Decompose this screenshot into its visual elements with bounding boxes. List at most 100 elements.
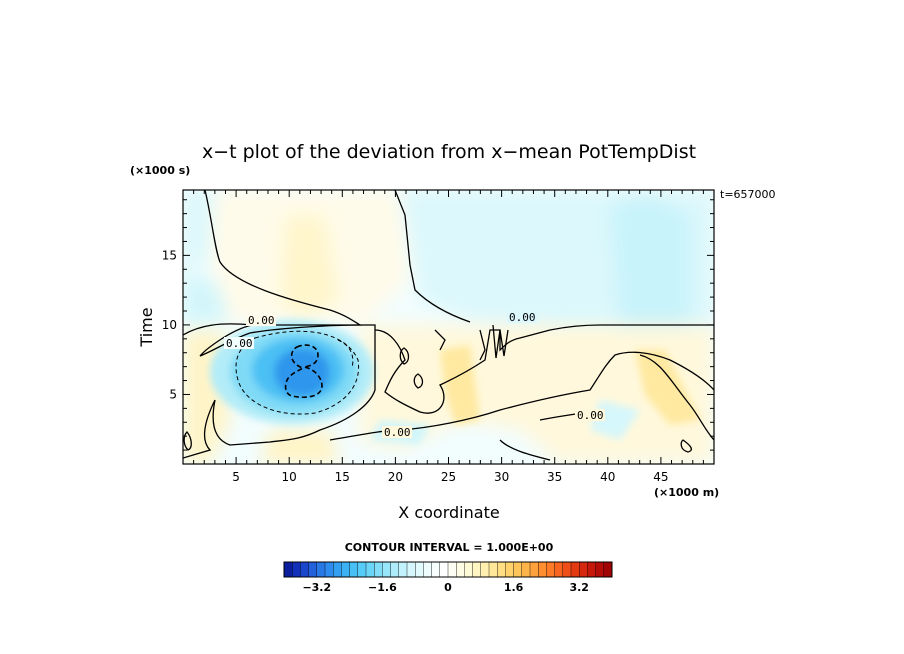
colorbar-swatch bbox=[382, 561, 392, 578]
x-tick-label: 5 bbox=[232, 470, 240, 484]
contour-left-loop bbox=[183, 323, 376, 459]
colorbar-swatch bbox=[554, 561, 564, 578]
x-tick-label: 15 bbox=[335, 470, 350, 484]
contour-fragment-a bbox=[434, 329, 446, 351]
colorbar-swatch bbox=[374, 561, 383, 578]
region-cyan-upper-left bbox=[183, 190, 215, 270]
y-units-label: (×1000 s) bbox=[130, 164, 190, 177]
time-stamp: t=657000 bbox=[720, 188, 776, 201]
colorbar-swatch bbox=[505, 561, 515, 578]
colorbar-tick-label: −1.6 bbox=[368, 581, 397, 594]
colorbar-swatch bbox=[431, 561, 441, 578]
contour-small-loop-a bbox=[680, 439, 692, 453]
colorbar-swatch bbox=[300, 561, 310, 578]
colorbar-swatch bbox=[357, 561, 367, 578]
colorbar-swatch bbox=[447, 561, 457, 578]
colorbar-swatch bbox=[456, 561, 465, 578]
contour-label-bg bbox=[507, 311, 537, 323]
contour-top-left bbox=[204, 190, 363, 326]
colorbar-swatch bbox=[398, 561, 408, 578]
region-cyan-right-column bbox=[610, 195, 690, 325]
y-tick-label: 5 bbox=[169, 387, 177, 401]
colorbar-swatch bbox=[439, 561, 449, 578]
colorbar-ticks: −3.2 −1.6 0 1.6 3.2 bbox=[302, 581, 589, 594]
anomaly-positive-right bbox=[635, 350, 700, 425]
field-layer: 0.00 0.00 0.00 0.00 0.00 bbox=[183, 190, 714, 464]
colorbar-swatch bbox=[521, 561, 531, 578]
colorbar-swatch bbox=[562, 561, 572, 578]
x-tick-label: 30 bbox=[494, 470, 509, 484]
contour-label-group: 0.00 0.00 0.00 0.00 0.00 bbox=[224, 311, 605, 439]
y-axis: 5 10 15 bbox=[162, 199, 714, 451]
contour-neg-fragment bbox=[337, 339, 354, 369]
colorbar-swatch bbox=[603, 561, 613, 578]
colorbar-swatch bbox=[341, 561, 351, 578]
x-axis-label: X coordinate bbox=[398, 503, 499, 522]
colorbar-swatch bbox=[292, 561, 301, 578]
colorbar-swatch bbox=[472, 561, 482, 578]
colorbar-swatch bbox=[464, 561, 474, 578]
x-tick-label: 10 bbox=[282, 470, 297, 484]
contour-small-loop-d bbox=[413, 373, 424, 389]
contour-label-bg bbox=[382, 426, 412, 438]
negative-contours-2 bbox=[284, 344, 323, 399]
colorbar-swatch bbox=[333, 561, 342, 578]
contour-neg-1 bbox=[235, 330, 360, 415]
colorbar-tick-label: 1.6 bbox=[504, 581, 524, 594]
region-yellow-bottom bbox=[260, 430, 340, 464]
x-axis: 5 10 15 20 25 30 35 40 45 bbox=[193, 190, 704, 484]
x-tick-label: 25 bbox=[441, 470, 456, 484]
x-tick-label: 35 bbox=[547, 470, 562, 484]
colorbar-swatch bbox=[283, 561, 293, 578]
colorbar-swatch bbox=[497, 561, 506, 578]
contour-label-3: 0.00 bbox=[509, 311, 536, 324]
y-axis-label: Time bbox=[137, 307, 156, 347]
contour-interval-text: CONTOUR INTERVAL = 1.000E+00 bbox=[345, 541, 554, 554]
colorbar-swatch bbox=[529, 561, 539, 578]
colorbar-swatch bbox=[316, 561, 326, 578]
contour-centre-band bbox=[374, 324, 714, 414]
colorbar-tick-label: −3.2 bbox=[302, 581, 331, 594]
colorbar-swatch bbox=[324, 561, 334, 578]
contour-fragment-c bbox=[492, 324, 509, 359]
colorbar-swatch bbox=[480, 561, 490, 578]
contour-neg-2 bbox=[284, 344, 323, 399]
region-yellow-band bbox=[280, 215, 340, 320]
contour-top-centre bbox=[394, 190, 471, 323]
contour-fragment-b bbox=[479, 329, 486, 361]
x-tick-label: 40 bbox=[600, 470, 615, 484]
colorbar-swatch bbox=[579, 561, 588, 578]
cold-anomaly-core bbox=[274, 348, 330, 396]
colorbar-swatch bbox=[308, 561, 318, 578]
contour-label-bg bbox=[224, 337, 254, 349]
colorbar-swatch bbox=[546, 561, 556, 578]
y-tick-label: 10 bbox=[162, 318, 177, 332]
x-units-label: (×1000 m) bbox=[654, 486, 719, 499]
colorbar-swatch bbox=[488, 561, 498, 578]
anomaly-positive-mid bbox=[440, 345, 480, 425]
negative-contours bbox=[235, 330, 360, 415]
contour-label-1: 0.00 bbox=[248, 314, 275, 327]
colorbar-swatch bbox=[423, 561, 433, 578]
colorbar bbox=[283, 561, 613, 578]
colorbar-swatch bbox=[415, 561, 424, 578]
colorbar-swatch bbox=[349, 561, 359, 578]
colorbar-swatch bbox=[513, 561, 523, 578]
chart-title: x−t plot of the deviation from x−mean Po… bbox=[202, 141, 696, 163]
colorbar-swatch bbox=[390, 561, 400, 578]
contour-label-5: 0.00 bbox=[577, 409, 604, 422]
x-tick-label: 45 bbox=[653, 470, 668, 484]
contour-label-2: 0.00 bbox=[226, 337, 253, 350]
colorbar-swatch bbox=[365, 561, 375, 578]
colorbar-swatch bbox=[587, 561, 597, 578]
contour-small-loop-c bbox=[399, 347, 410, 365]
contour-lower-right bbox=[499, 439, 551, 461]
colorbar-tick-label: 3.2 bbox=[569, 581, 589, 594]
colorbar-frame bbox=[283, 561, 613, 578]
colorbar-swatch bbox=[406, 561, 416, 578]
colorbar-swatch bbox=[570, 561, 580, 578]
colorbar-tick-label: 0 bbox=[444, 581, 452, 594]
colorbar-swatch bbox=[595, 561, 605, 578]
